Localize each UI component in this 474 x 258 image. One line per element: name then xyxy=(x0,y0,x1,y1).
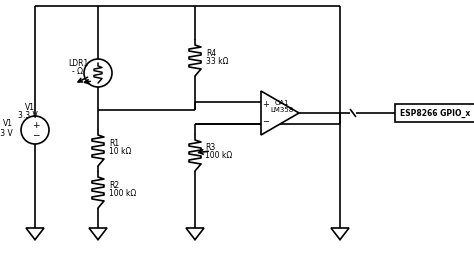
Text: - Ω: - Ω xyxy=(73,67,83,76)
Text: −: − xyxy=(32,131,40,140)
Text: 100 kΩ: 100 kΩ xyxy=(109,189,136,198)
Text: 3.3 V: 3.3 V xyxy=(18,111,38,120)
Text: LDR1: LDR1 xyxy=(68,60,88,69)
Text: 100 kΩ: 100 kΩ xyxy=(205,151,232,160)
Text: LM358: LM358 xyxy=(270,107,293,113)
FancyBboxPatch shape xyxy=(395,104,474,122)
Text: R3: R3 xyxy=(205,143,215,152)
Text: V1: V1 xyxy=(25,103,35,112)
Text: R2: R2 xyxy=(109,181,119,189)
Text: R4: R4 xyxy=(206,49,216,58)
Text: +: + xyxy=(32,121,40,130)
Text: OA1: OA1 xyxy=(275,100,289,106)
Text: 10 kΩ: 10 kΩ xyxy=(109,147,131,156)
Text: V1: V1 xyxy=(3,118,13,127)
Polygon shape xyxy=(261,91,299,135)
Text: +: + xyxy=(263,100,269,109)
Text: R1: R1 xyxy=(109,139,119,148)
Text: 3.3 V: 3.3 V xyxy=(0,128,13,138)
Text: ESP8266 GPIO_x: ESP8266 GPIO_x xyxy=(400,108,470,118)
Text: 33 kΩ: 33 kΩ xyxy=(206,57,228,66)
Text: −: − xyxy=(263,117,270,126)
